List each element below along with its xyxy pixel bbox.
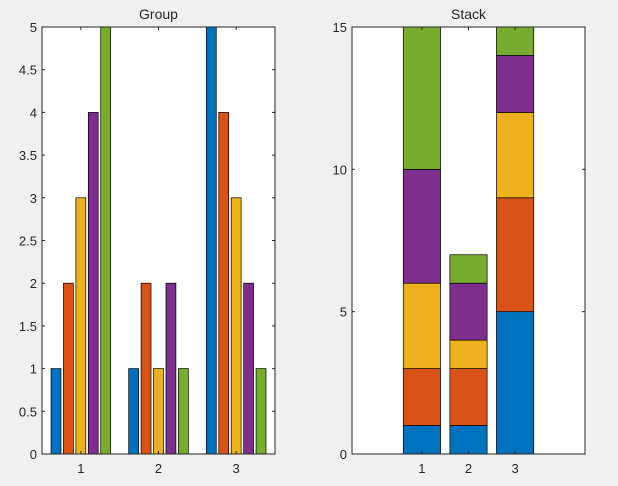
stack-segment-series4-cat2 <box>449 282 488 341</box>
y-tick-label: 4.5 <box>19 63 37 78</box>
y-tick-label: 2 <box>30 276 37 291</box>
bar-series1-cat1 <box>50 368 62 455</box>
x-tick-label: 3 <box>511 461 518 476</box>
bar-series2-cat2 <box>140 282 152 455</box>
stack-segment-series3-cat2 <box>449 339 488 369</box>
stack-segment-series4-cat1 <box>402 168 441 284</box>
bar-series2-cat1 <box>63 282 74 455</box>
bar-series4-cat1 <box>87 112 99 455</box>
bar-series5-cat3 <box>255 368 267 455</box>
bar-series3-cat3 <box>230 197 242 455</box>
y-tick-label: 2.5 <box>19 234 37 249</box>
x-tick-label: 2 <box>465 461 472 476</box>
y-tick-label: 0 <box>340 447 347 462</box>
group-bar-chart: 0 0.5 1 1.5 2 2.5 3 3.5 4 4.5 5 1 2 3 Group <box>19 6 276 476</box>
y-tick-label: 3.5 <box>19 148 37 163</box>
x-tick-label: 2 <box>155 461 162 476</box>
stack-segment-series2-cat3 <box>496 197 535 313</box>
x-tick-label: 1 <box>418 461 425 476</box>
x-tick-label: 3 <box>233 461 240 476</box>
stack-segment-series3-cat3 <box>496 112 535 199</box>
chart-title: Stack <box>451 6 487 22</box>
bar-series1-cat3 <box>205 26 217 455</box>
stack-segment-series5-cat3 <box>496 26 535 56</box>
y-tick-label: 10 <box>333 162 347 177</box>
stack-segment-series1-cat1 <box>402 425 441 455</box>
y-tick-label: 4 <box>30 105 37 120</box>
bar-series4-cat3 <box>243 282 254 455</box>
axes-box <box>41 26 276 455</box>
stack-bar-chart: 0 5 10 15 1 2 3 Stack <box>333 6 586 476</box>
stack-segment-series4-cat3 <box>496 55 535 113</box>
bar-series5-cat1 <box>100 26 112 455</box>
bar-series1-cat2 <box>128 368 139 455</box>
y-tick-label: 0.5 <box>19 404 37 419</box>
stack-segment-series1-cat2 <box>449 425 488 455</box>
y-tick-label: 3 <box>30 191 37 206</box>
stack-segment-series5-cat1 <box>402 26 441 170</box>
y-tick-label: 1.5 <box>19 319 37 334</box>
stack-segment-series2-cat2 <box>449 368 488 426</box>
y-tick-label: 15 <box>333 20 347 35</box>
stack-segment-series3-cat1 <box>402 282 441 369</box>
y-tick-label: 5 <box>340 305 347 320</box>
bar-series5-cat2 <box>178 368 189 455</box>
bar-series3-cat1 <box>75 197 87 455</box>
y-tick-label: 5 <box>30 20 37 35</box>
chart-title: Group <box>139 6 178 22</box>
bar-series3-cat2 <box>153 368 164 455</box>
axes-box <box>351 26 586 455</box>
bar-series4-cat2 <box>165 282 177 455</box>
stack-segment-series2-cat1 <box>402 368 441 426</box>
y-axis-ticks: 0 0.5 1 1.5 2 2.5 3 3.5 4 4.5 5 <box>19 20 275 462</box>
stack-segment-series5-cat2 <box>449 254 488 284</box>
bar-series2-cat3 <box>218 112 230 455</box>
y-tick-label: 1 <box>30 362 37 377</box>
stack-segment-series1-cat3 <box>496 311 535 455</box>
x-tick-label: 1 <box>77 461 84 476</box>
y-tick-label: 0 <box>30 447 37 462</box>
